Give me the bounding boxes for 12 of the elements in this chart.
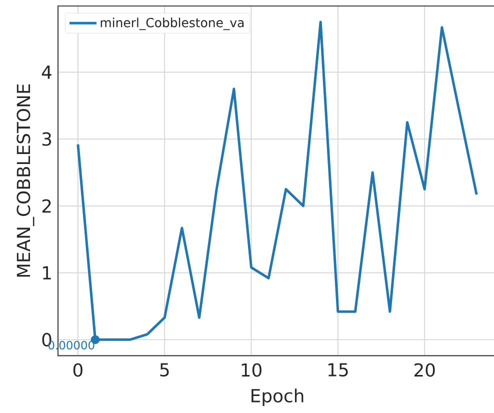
x-tick-label: 5 (160, 363, 169, 377)
y-tick-label: 2 (42, 199, 51, 213)
y-tick-label: 3 (42, 132, 52, 146)
x-tick-label: 0 (73, 363, 82, 377)
y-tick-label: 4 (42, 66, 52, 79)
x-tick-label: 20 (414, 363, 435, 377)
x-axis-title: Epoch (252, 388, 304, 406)
x-tick-label: 10 (242, 363, 262, 377)
x-tick-label: 15 (328, 363, 348, 377)
y-axis-title: MEAN_COBBLESTONE (16, 84, 34, 277)
legend-label: minerl_Cobblestone_va (100, 18, 244, 30)
y-tick-label: 1 (43, 266, 51, 280)
